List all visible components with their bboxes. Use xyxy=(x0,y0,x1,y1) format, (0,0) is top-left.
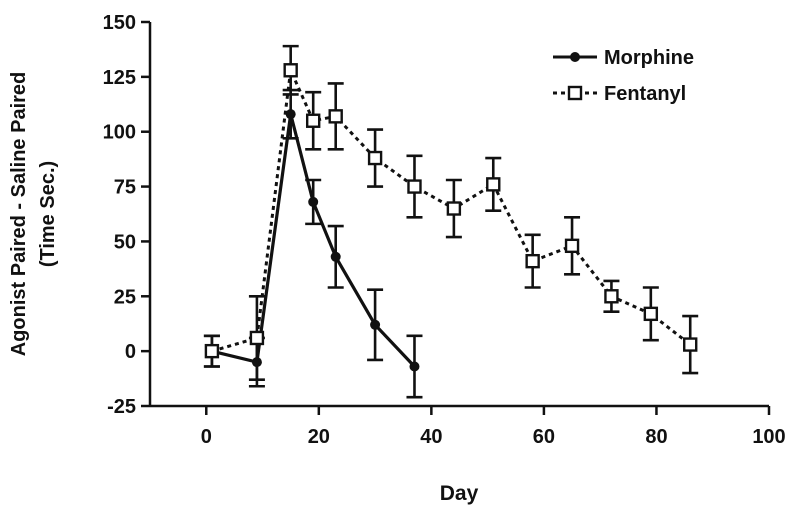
data-point xyxy=(683,337,698,352)
data-point xyxy=(330,251,341,262)
series-fentanyl xyxy=(203,44,699,381)
y-axis-label-line2: (Time Sec.) xyxy=(37,161,59,267)
x-tick-label: 40 xyxy=(420,426,442,448)
y-ticks: -25 0 25 50 75 100 125 150 xyxy=(103,12,150,418)
data-point xyxy=(486,177,501,192)
y-tick-label: -25 xyxy=(107,396,136,418)
legend-label: Morphine xyxy=(604,47,694,69)
data-point xyxy=(285,109,296,120)
data-point xyxy=(525,253,540,269)
data-point xyxy=(308,196,319,207)
data-point xyxy=(409,361,420,372)
data-point xyxy=(204,343,220,359)
y-tick-label: 100 xyxy=(103,122,136,144)
series-layer xyxy=(203,44,699,399)
legend-marker xyxy=(570,52,580,62)
x-tick-label: 100 xyxy=(752,426,785,448)
y-tick-label: 50 xyxy=(114,231,136,253)
data-point xyxy=(367,150,383,166)
y-axis-label: Agonist Paired - Saline Paired xyxy=(8,72,30,357)
data-point xyxy=(249,330,265,346)
y-tick-label: 125 xyxy=(103,67,136,89)
legend-item-morphine: Morphine xyxy=(553,47,694,69)
legend-label: Fentanyl xyxy=(604,83,686,105)
legend-item-fentanyl: Fentanyl xyxy=(553,83,686,105)
legend: Morphine Fentanyl xyxy=(553,47,694,105)
y-tick-label: 75 xyxy=(114,177,136,199)
x-axis-label: Day xyxy=(440,482,479,505)
y-tick-label: 25 xyxy=(114,286,136,308)
y-tick-label: 0 xyxy=(125,341,136,363)
legend-marker xyxy=(567,85,583,101)
data-point xyxy=(564,238,580,254)
x-ticks: 0 20 40 60 80 100 xyxy=(201,406,786,448)
data-point xyxy=(407,179,422,194)
data-point xyxy=(643,306,659,322)
x-tick-label: 60 xyxy=(533,426,555,448)
series-line xyxy=(211,112,416,368)
data-point xyxy=(446,201,462,216)
data-point xyxy=(328,109,343,124)
x-tick-label: 80 xyxy=(645,426,667,448)
data-point xyxy=(283,63,298,78)
x-tick-label: 20 xyxy=(308,426,330,448)
series-line xyxy=(211,68,692,353)
y-tick-label: 150 xyxy=(103,12,136,34)
x-tick-label: 0 xyxy=(201,426,212,448)
data-point xyxy=(305,113,321,128)
data-point xyxy=(604,289,619,304)
data-point xyxy=(370,319,381,330)
